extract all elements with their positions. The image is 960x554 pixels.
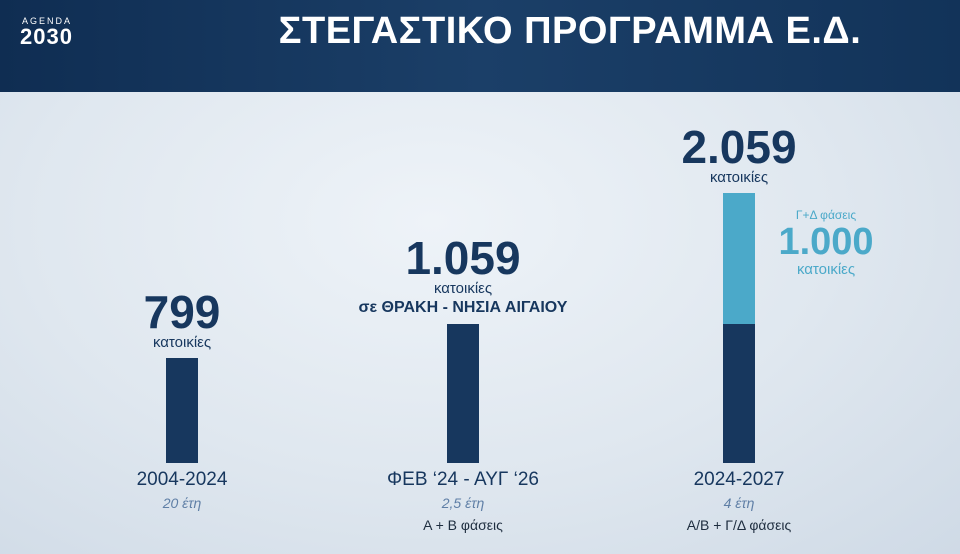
logo-text: AGENDA	[22, 16, 73, 26]
bar-label: 2.059 κατοικίες	[589, 121, 889, 187]
bar-footer: ΦΕΒ ‘24 - ΑΥΓ ‘26 2,5 έτη Α + Β φάσεις	[313, 468, 613, 536]
period: ΦΕΒ ‘24 - ΑΥΓ ‘26	[386, 469, 539, 490]
bar	[447, 324, 479, 463]
bar-value: 1.059	[405, 232, 521, 285]
bar-segment	[723, 193, 755, 325]
title: ΣΤΕΓΑΣΤΙΚΟ ΠΡΟΓΡΑΜΜΑ Ε.Δ.	[278, 10, 862, 52]
bar-segment	[723, 324, 755, 463]
period: 2024-2027	[693, 469, 785, 490]
segment-unit: κατοικίες	[796, 260, 856, 278]
phases: Α + Β φάσεις	[423, 517, 503, 533]
bar-note: σε ΘΡΑΚΗ - ΝΗΣΙΑ ΑΙΓΑΙΟΥ	[358, 299, 568, 317]
segment-label: Γ+Δ φάσεις 1.000 κατοικίες	[676, 207, 960, 279]
duration: 2,5 έτη	[441, 495, 485, 511]
duration: 20 έτη	[162, 495, 202, 511]
bar-unit: κατοικίες	[709, 169, 769, 186]
bar-unit: κατοικίες	[433, 280, 493, 298]
bar-unit: κατοικίες	[152, 334, 212, 352]
bar	[166, 358, 198, 463]
segment-caption: Γ+Δ φάσεις	[795, 207, 857, 222]
phases: Α/Β + Γ/Δ φάσεις	[686, 517, 792, 533]
bar-label: 1.059 κατοικίες σε ΘΡΑΚΗ - ΝΗΣΙΑ ΑΙΓΑΙΟΥ	[313, 232, 613, 318]
bar-footer: 2004-2024 20 έτη	[32, 468, 332, 514]
duration: 4 έτη	[723, 495, 755, 511]
bar-value: 799	[143, 286, 221, 339]
bar-value: 2.059	[681, 121, 797, 173]
period: 2004-2024	[136, 469, 228, 490]
bar-footer: 2024-2027 4 έτη Α/Β + Γ/Δ φάσεις	[589, 468, 889, 536]
logo-number: 2030	[20, 24, 73, 49]
header: AGENDA 2030 ΣΤΕΓΑΣΤΙΚΟ ΠΡΟΓΡΑΜΜΑ Ε.Δ.	[0, 0, 960, 92]
segment-value: 1.000	[778, 220, 874, 263]
bar-label: 799 κατοικίες	[32, 286, 332, 352]
